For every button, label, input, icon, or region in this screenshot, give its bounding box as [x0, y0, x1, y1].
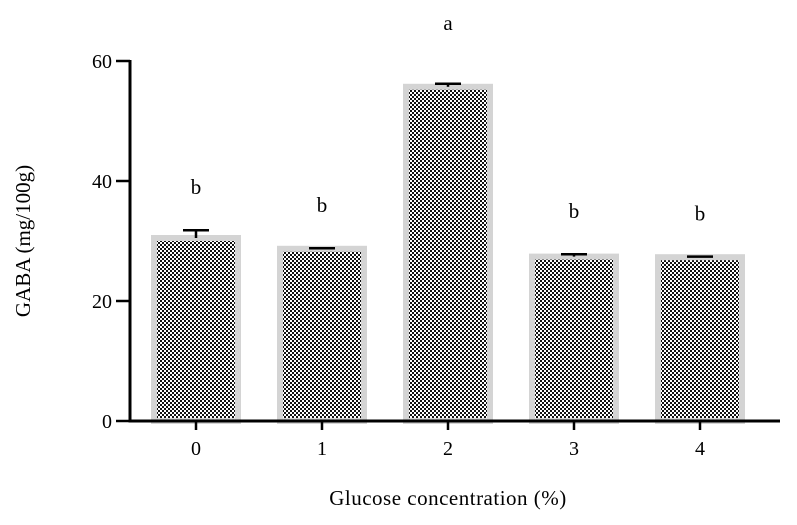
- bar-3: [529, 253, 619, 424]
- y-tick-label-20: 20: [92, 291, 112, 313]
- y-tick-label-0: 0: [102, 411, 112, 433]
- bar-2: [403, 83, 493, 425]
- significance-label-0: b: [191, 175, 202, 199]
- x-tick-label-0: 0: [191, 438, 201, 460]
- error-bar-1: [309, 246, 335, 250]
- significance-label-4: b: [695, 202, 706, 226]
- error-bars-layer: [183, 82, 713, 258]
- bar-0: [151, 235, 241, 424]
- significance-label-1: b: [317, 193, 328, 217]
- x-tick-label-4: 4: [695, 438, 705, 460]
- error-bar-0: [183, 228, 209, 238]
- error-bar-4: [687, 255, 713, 258]
- x-axis-title: Glucose concentration (%): [329, 486, 567, 510]
- significance-labels-layer: b b a b b: [191, 11, 706, 226]
- bar-1: [277, 245, 367, 424]
- bar-4: [655, 254, 745, 425]
- error-bar-3: [561, 252, 587, 257]
- x-tick-label-1: 1: [317, 438, 327, 460]
- significance-label-3: b: [569, 199, 580, 223]
- x-tick-label-3: 3: [569, 438, 579, 460]
- bars-layer: [151, 83, 745, 425]
- y-tick-label-40: 40: [92, 171, 112, 193]
- error-bar-2: [435, 82, 461, 87]
- x-tick-label-2: 2: [443, 438, 453, 460]
- y-axis-title: GABA (mg/100g): [11, 165, 35, 317]
- significance-label-2: a: [443, 11, 453, 35]
- y-tick-label-60: 60: [92, 51, 112, 73]
